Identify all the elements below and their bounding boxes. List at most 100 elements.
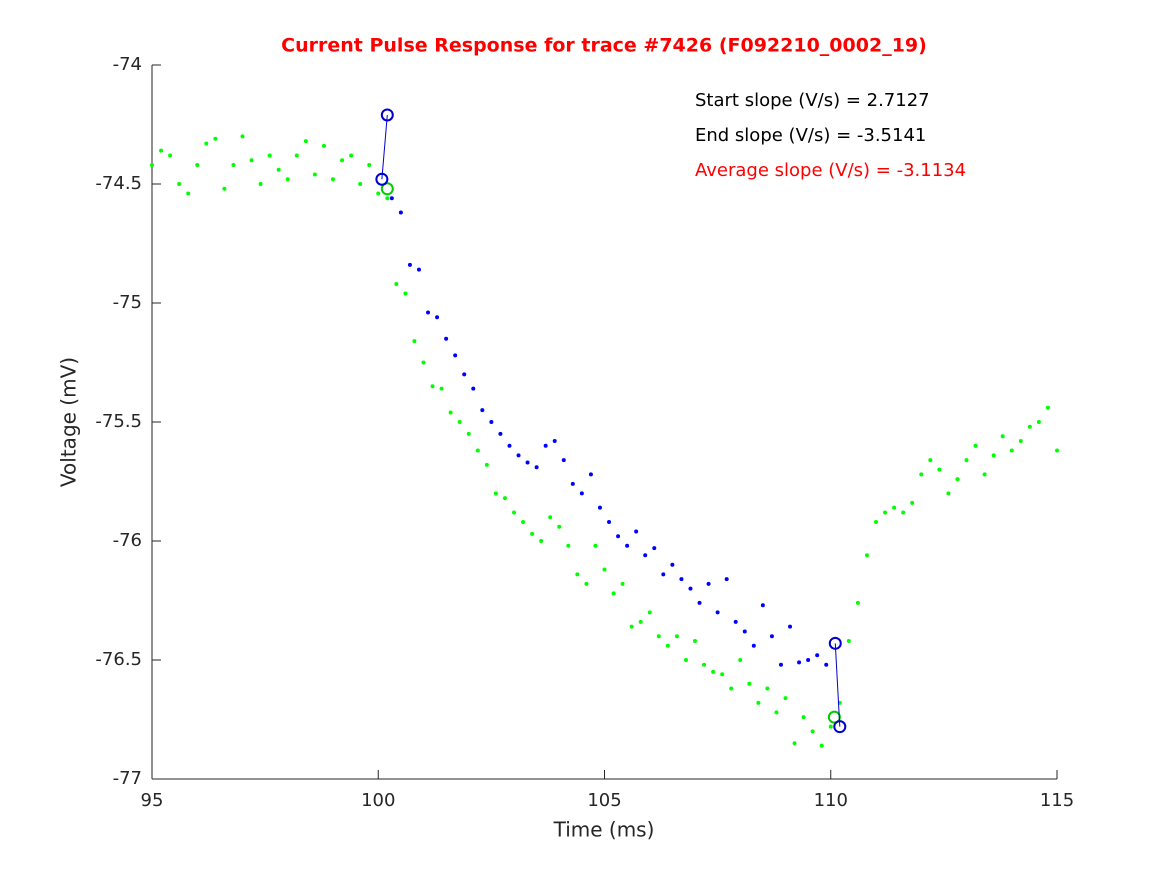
y-axis-label: Voltage (mV) xyxy=(57,357,81,487)
data-point xyxy=(778,662,783,667)
data-point xyxy=(539,539,544,543)
data-point xyxy=(683,658,688,662)
data-point xyxy=(982,472,987,477)
data-point xyxy=(507,443,512,448)
x-tick-label: 105 xyxy=(587,790,621,811)
data-point xyxy=(855,600,860,605)
data-point xyxy=(711,669,716,674)
data-point xyxy=(471,386,476,391)
data-point xyxy=(892,505,897,510)
data-point xyxy=(693,638,697,643)
data-point xyxy=(231,162,236,167)
data-point xyxy=(150,162,154,167)
y-tick-label: -77 xyxy=(113,768,142,789)
data-point xyxy=(294,153,299,158)
data-point xyxy=(584,581,589,586)
data-point xyxy=(765,686,770,691)
data-point xyxy=(435,315,440,320)
data-point xyxy=(665,643,670,648)
data-point xyxy=(1045,405,1050,410)
data-point xyxy=(742,629,747,634)
data-point xyxy=(525,460,530,465)
data-point xyxy=(285,177,290,182)
data-point xyxy=(557,524,562,529)
data-point xyxy=(312,172,317,177)
data-point xyxy=(801,715,806,720)
data-point xyxy=(792,741,797,746)
data-point xyxy=(760,603,765,608)
data-point xyxy=(706,581,711,586)
data-point xyxy=(462,372,467,377)
x-tick-label: 110 xyxy=(814,790,848,811)
data-point xyxy=(331,177,335,182)
data-point xyxy=(579,491,584,496)
y-tick-label: -76 xyxy=(113,530,142,551)
data-point xyxy=(620,581,625,586)
data-point xyxy=(159,148,164,153)
data-point xyxy=(385,196,390,201)
x-tick-label: 115 xyxy=(1040,790,1074,811)
data-point xyxy=(846,638,851,643)
data-point xyxy=(498,431,503,436)
data-point xyxy=(407,262,412,267)
data-point xyxy=(919,472,924,477)
data-point xyxy=(901,510,906,515)
data-point xyxy=(638,619,643,624)
y-tick-label: -74 xyxy=(113,54,142,75)
connector-line xyxy=(381,114,388,180)
data-point xyxy=(570,481,575,486)
data-point xyxy=(973,443,978,448)
annotation: Average slope (V/s) = -3.1134 xyxy=(695,160,966,181)
data-point xyxy=(946,491,951,496)
data-point xyxy=(367,162,372,167)
data-point xyxy=(521,519,526,524)
data-point xyxy=(267,153,272,158)
data-point xyxy=(670,562,675,567)
data-point xyxy=(828,724,833,729)
data-point xyxy=(480,408,485,413)
data-point xyxy=(575,572,580,577)
data-point xyxy=(674,634,679,639)
data-point xyxy=(747,681,752,686)
data-point xyxy=(358,182,363,186)
data-point xyxy=(475,448,480,453)
data-point xyxy=(724,577,729,582)
data-point xyxy=(602,567,607,572)
data-point xyxy=(647,610,652,615)
data-point xyxy=(661,572,666,577)
data-point xyxy=(186,191,191,196)
data-point xyxy=(534,465,539,470)
data-point xyxy=(321,143,326,148)
data-point xyxy=(376,191,381,196)
data-point xyxy=(625,543,630,548)
data-point xyxy=(810,729,815,734)
y-tick-label: -76.5 xyxy=(95,649,142,670)
x-tick-label: 95 xyxy=(141,790,164,811)
annotation: Start slope (V/s) = 2.7127 xyxy=(695,90,930,111)
data-point xyxy=(1000,434,1005,439)
data-point xyxy=(213,136,218,141)
data-point xyxy=(222,186,227,191)
data-point xyxy=(416,267,421,272)
data-point xyxy=(448,410,453,415)
data-point xyxy=(394,281,399,286)
data-point xyxy=(874,519,878,524)
data-point xyxy=(643,553,648,558)
data-point xyxy=(240,134,245,139)
data-point xyxy=(276,167,281,172)
marker-circle xyxy=(833,720,847,734)
data-point xyxy=(530,531,535,536)
data-point xyxy=(597,505,602,510)
data-point xyxy=(797,660,802,665)
data-point xyxy=(1009,448,1014,453)
data-point xyxy=(991,453,996,458)
data-point xyxy=(1036,420,1041,424)
data-point xyxy=(516,453,521,458)
data-point xyxy=(611,591,616,596)
data-point xyxy=(177,182,182,186)
y-tick-label: -75.5 xyxy=(95,411,142,432)
data-point xyxy=(195,162,200,167)
data-point xyxy=(457,420,462,424)
data-point xyxy=(588,472,593,477)
